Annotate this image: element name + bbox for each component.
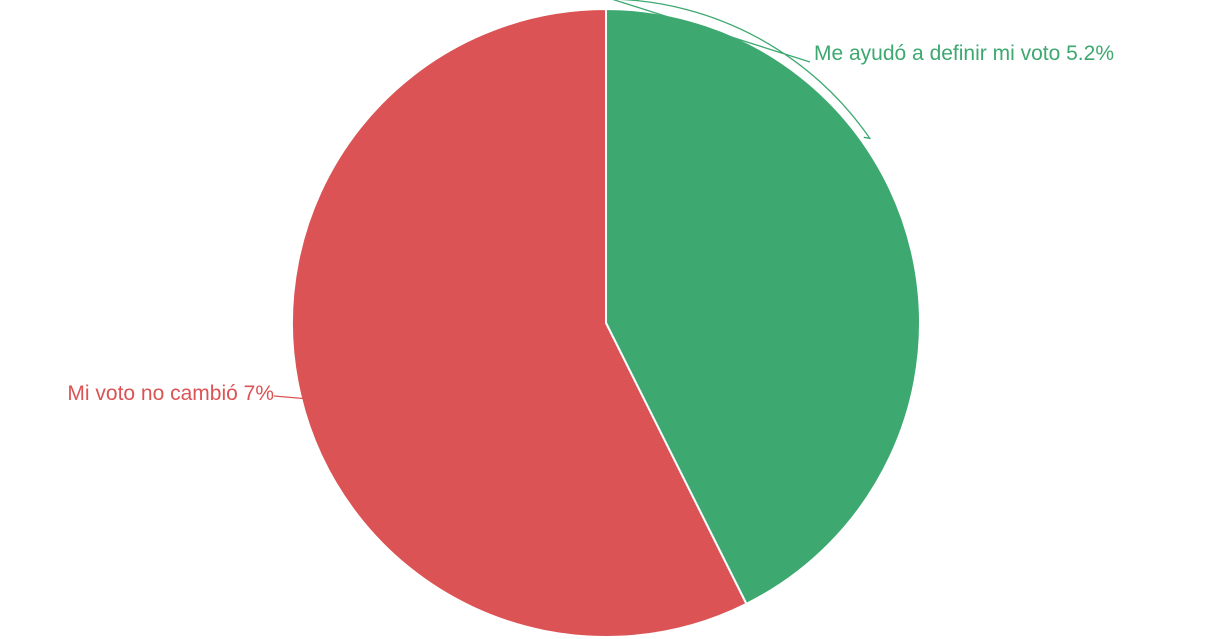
pie-slices — [291, 8, 921, 638]
leader-line-1 — [612, 0, 872, 140]
leader-line-2 — [273, 395, 304, 400]
label-leader-lines — [273, 0, 872, 400]
slice-label-1: Me ayudó a definir mi voto 5.2% — [814, 42, 1114, 65]
pie-slice-1 — [605, 8, 921, 605]
slice-labels: Me ayudó a definir mi voto 5.2% Mi voto n… — [67, 42, 1114, 405]
pie-slice-2 — [291, 8, 748, 638]
slice-label-2: Mi voto no cambió 7% — [67, 382, 274, 405]
